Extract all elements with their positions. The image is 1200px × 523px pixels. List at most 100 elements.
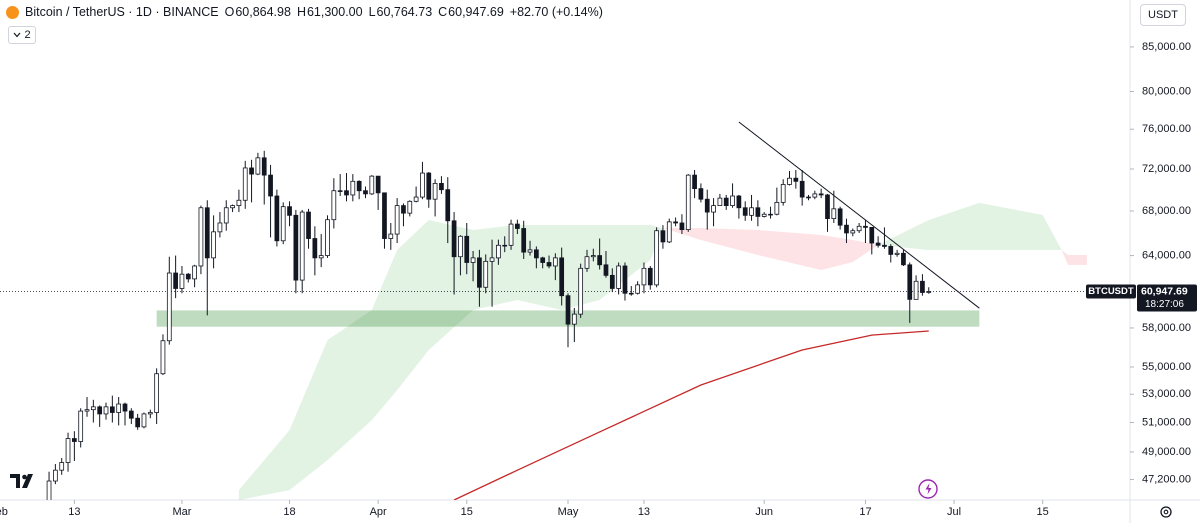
candle-body: [723, 197, 729, 207]
candle-body: [609, 274, 615, 289]
candle-body: [223, 207, 229, 224]
currency-button[interactable]: USDT: [1140, 4, 1186, 26]
ohlc-key: C: [438, 5, 448, 19]
candle-body: [432, 183, 438, 200]
candle-body: [166, 272, 172, 342]
x-tick-label: 13: [68, 506, 80, 518]
x-tick-label: 15: [461, 506, 473, 518]
candle-body: [768, 213, 773, 216]
candle-body: [255, 157, 261, 175]
candle-body: [635, 284, 640, 294]
candle-body: [755, 207, 761, 217]
candle-body: [546, 262, 552, 267]
candle-body: [116, 403, 122, 413]
candle-body: [439, 183, 444, 191]
chevron: [13, 32, 21, 38]
candle-body: [825, 194, 830, 220]
candle-body: [806, 196, 811, 199]
price-badge: [1137, 284, 1197, 312]
candle-body: [496, 244, 501, 259]
ohlc-key: H: [296, 5, 306, 19]
settings-icon[interactable]: [1160, 506, 1172, 518]
candle-body: [913, 280, 919, 300]
symbol[interactable]: Bitcoin / TetherUS · 1D · BINANCE: [25, 5, 219, 19]
ohlc-value: 61,300.00: [306, 5, 363, 19]
candle-body: [685, 174, 691, 231]
candle-body: [464, 235, 470, 263]
candle-body: [394, 205, 400, 235]
candle-body: [584, 256, 590, 269]
candle-body: [616, 265, 621, 289]
indicators-count: 2: [24, 29, 31, 41]
candle-body: [375, 175, 381, 194]
candle-body: [337, 190, 343, 192]
candle-body: [268, 174, 273, 197]
candle-body: [217, 222, 223, 233]
candle-body: [90, 406, 96, 411]
candle-body: [774, 201, 780, 215]
candle-body: [46, 480, 52, 500]
candle-body: [147, 412, 153, 415]
x-tick-label: Jul: [947, 506, 961, 518]
candle-body: [350, 180, 356, 196]
coin-logo: [6, 5, 19, 19]
y-tick-label: 76,000.00: [1142, 123, 1191, 135]
candle-body: [198, 207, 204, 267]
candle-body: [413, 196, 419, 202]
candle-body: [603, 264, 609, 276]
candle-body: [692, 174, 697, 190]
candle-body: [736, 195, 742, 209]
y-tick-label: 85,000.00: [1142, 41, 1191, 53]
candle-body: [521, 228, 527, 253]
moving-average: [453, 330, 929, 500]
x-tick-label: Jun: [755, 506, 773, 518]
x-tick-label: 17: [859, 506, 871, 518]
candle-body: [508, 223, 514, 246]
price-label: 60,947.69: [1141, 285, 1188, 297]
candle-body: [78, 410, 84, 442]
trend-line: [738, 121, 980, 309]
candle-body: [641, 267, 647, 286]
ohlc-value: 60,947.69: [448, 5, 504, 19]
candle-body: [673, 221, 678, 224]
candle-body: [920, 280, 925, 293]
candle-body: [103, 406, 109, 415]
candle-body: [173, 272, 178, 289]
candle-body: [97, 406, 103, 415]
ohlc-low: L60,764.73: [369, 5, 433, 19]
candle-body: [356, 180, 362, 192]
change: +82.70 (+0.14%): [509, 5, 603, 19]
candle-body: [831, 208, 837, 220]
candle-body: [515, 223, 520, 229]
candle-body: [590, 255, 596, 258]
candle-body: [502, 244, 508, 247]
candle-body: [280, 206, 286, 242]
candle-body: [882, 244, 887, 247]
x-tick-label: Mar: [172, 506, 191, 518]
candle-body: [622, 265, 628, 294]
ichimoku-cloud: [878, 202, 1062, 250]
y-tick-label: 64,000.00: [1142, 249, 1191, 261]
y-tick-label: 80,000.00: [1142, 85, 1191, 97]
candle-body: [407, 200, 413, 214]
candle-body: [470, 257, 476, 263]
candle-body: [787, 177, 792, 185]
candle-body: [660, 230, 666, 243]
y-tick-label: 53,000.00: [1142, 388, 1191, 400]
candle-body: [211, 231, 216, 259]
indicators-toggle[interactable]: 2: [8, 26, 36, 44]
candle-body: [540, 257, 546, 263]
candle-body: [344, 190, 349, 196]
candle-body: [331, 190, 337, 221]
candle-body: [698, 188, 704, 200]
y-tick-label: 51,000.00: [1142, 416, 1191, 428]
ichimoku-cloud: [1061, 249, 1087, 265]
candle-body: [901, 252, 906, 266]
candle-body: [230, 205, 235, 209]
alert-icon[interactable]: [918, 479, 938, 499]
candle-body: [926, 291, 932, 293]
candle-body: [818, 193, 824, 196]
candle-body: [717, 197, 723, 207]
